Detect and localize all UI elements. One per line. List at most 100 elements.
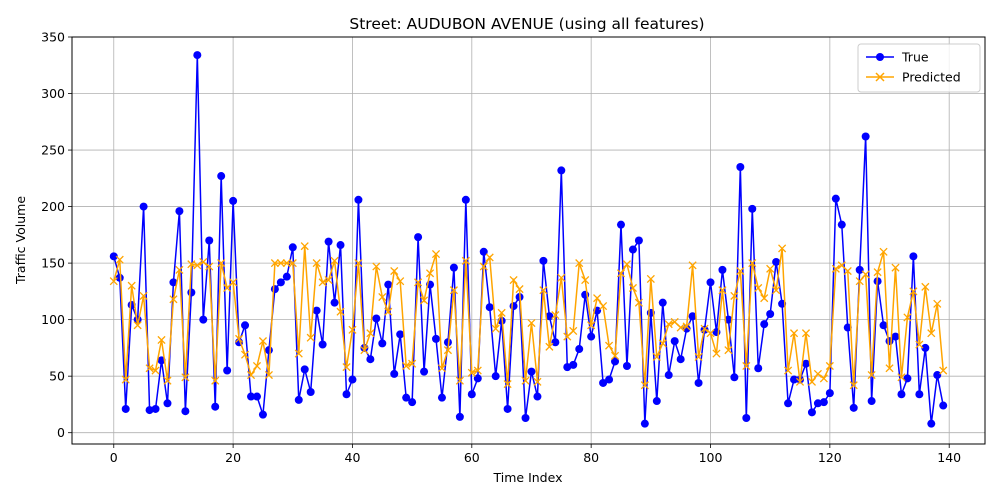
data-point-true [766,309,775,318]
data-point-predicted [246,370,256,380]
data-point-predicted [360,346,369,355]
data-point-true [473,374,482,383]
data-point-predicted [109,277,118,286]
data-point-true [694,378,703,387]
data-point-true [229,196,238,205]
data-point-true [533,392,542,401]
data-point-true [658,298,667,307]
data-point-predicted [557,273,566,282]
data-point-predicted [873,268,882,277]
data-point-predicted [545,342,554,351]
data-point-true [849,403,858,412]
y-tick-label: 300 [41,86,65,101]
data-point-predicted [211,376,220,385]
data-point-true [718,265,727,274]
data-point-predicted [706,329,715,338]
data-point-true [294,395,303,404]
data-point-predicted [724,346,733,355]
data-point-true [378,339,387,348]
data-point-true [420,367,429,376]
data-point-predicted [455,376,464,385]
data-point-true [742,414,751,422]
data-point-predicted [819,374,828,383]
data-point-true [306,387,315,396]
data-point-predicted [855,277,864,286]
data-point-true [366,355,375,364]
data-point-predicted [718,286,727,295]
data-point-predicted [425,269,435,278]
data-point-predicted [354,259,363,268]
data-point-true [855,265,864,274]
data-point-predicted [408,359,417,368]
data-point-predicted [467,368,476,377]
data-point-predicted [927,329,936,338]
data-point-true [324,237,333,246]
data-point-true [509,302,518,311]
x-tick-label: 80 [583,450,599,465]
data-point-predicted [217,259,226,268]
data-point-true [342,390,351,399]
data-point-predicted [521,376,530,385]
data-point-predicted [831,264,840,273]
data-point-true [599,378,608,387]
data-point-true [587,332,596,341]
data-point-predicted [622,260,632,269]
data-point-predicted [688,261,697,270]
data-point-true [897,390,906,399]
data-point-predicted [509,276,518,285]
data-point-true [521,414,530,422]
data-point-predicted [372,262,381,271]
data-point-true [861,132,870,141]
y-tick-label: 350 [41,30,65,45]
y-axis-label: Traffic Volume [13,196,28,285]
data-point-true [432,334,441,343]
data-point-predicted [294,349,303,358]
data-point-predicted [700,324,709,333]
data-point-true [831,194,840,203]
data-point-true [270,285,279,294]
data-point-predicted [330,256,339,265]
data-point-predicted [843,266,852,276]
data-point-predicted [229,278,238,287]
data-point-true [909,252,918,261]
data-point-predicted [813,369,822,378]
data-point-true [372,314,381,323]
data-point-true [813,399,822,408]
data-point-true [193,51,202,60]
data-point-predicted [127,281,136,290]
x-tick-label: 100 [699,450,723,465]
data-point-predicted [503,380,512,389]
data-point-predicted [151,366,160,375]
data-point-true [312,306,321,315]
data-point-true [175,207,184,216]
data-point-true [807,408,816,417]
data-point-true [252,392,261,401]
data-point-predicted [784,366,793,375]
legend-true-marker [876,53,884,61]
data-point-predicted [258,337,268,346]
data-point-predicted [694,352,703,362]
data-point-predicted [312,259,321,268]
data-point-true [616,220,625,229]
data-point-true [664,371,673,380]
x-tick-label: 20 [225,450,241,465]
data-point-predicted [366,329,375,338]
series-predicted [109,242,948,390]
data-point-predicted [175,265,184,274]
data-point-predicted [593,294,602,303]
legend-true-label: True [901,50,929,65]
data-point-predicted [897,373,906,382]
data-point-predicted [336,307,345,316]
data-point-true [754,364,763,373]
data-point-predicted [252,361,262,371]
data-point-true [879,321,888,330]
data-point-true [181,407,190,416]
data-point-predicted [610,351,620,360]
data-point-true [318,340,327,349]
data-point-true [217,172,226,181]
data-point-predicted [485,253,494,262]
data-point-predicted [730,291,739,300]
data-point-true [730,373,739,382]
data-point-true [443,338,452,347]
data-point-predicted [634,298,643,307]
